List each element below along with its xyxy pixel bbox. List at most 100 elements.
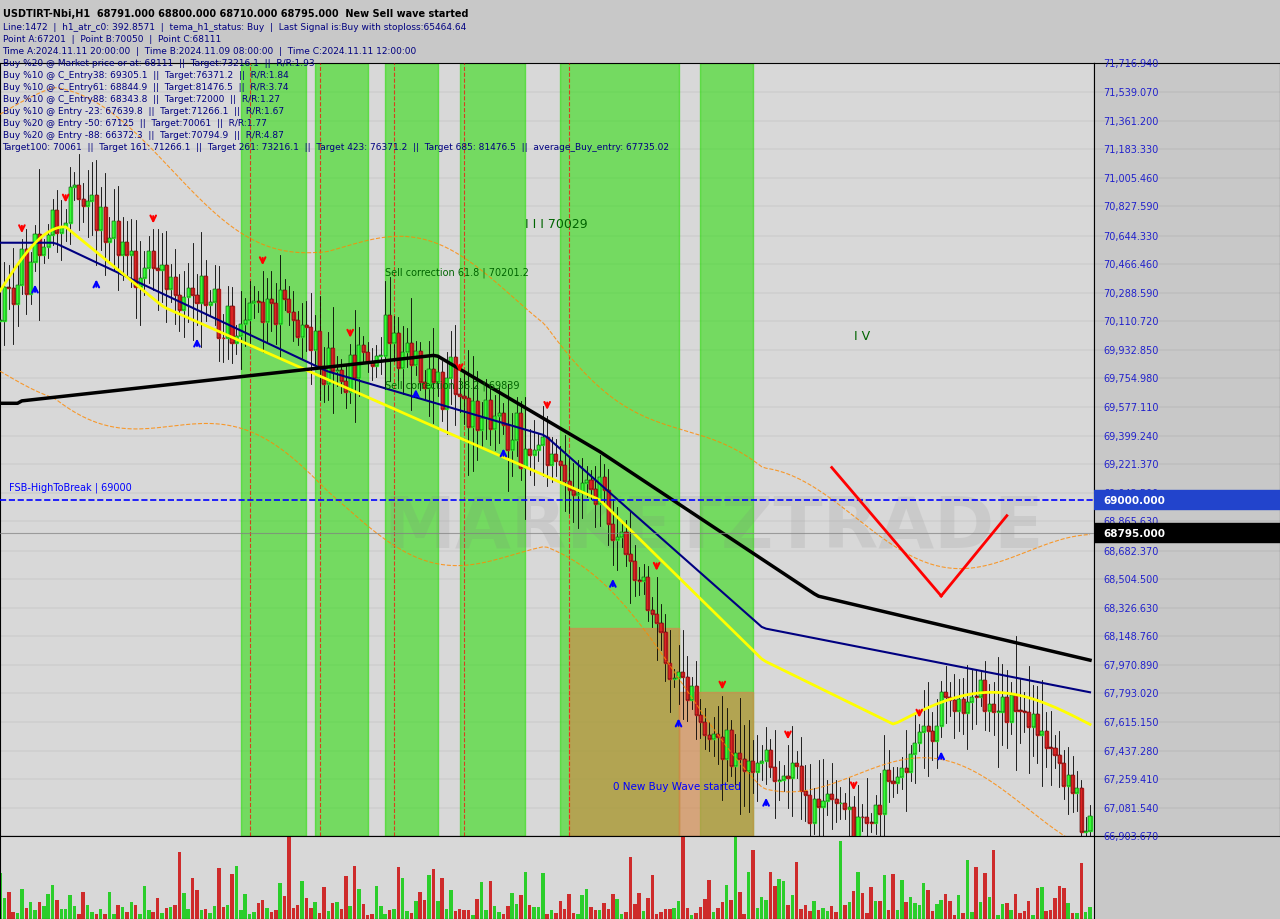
Bar [471, 914, 475, 919]
Bar [326, 911, 330, 919]
Bar [532, 907, 536, 919]
Bar [751, 761, 754, 772]
Text: Target100: 70061  ||  Target 161: 71266.1  ||  Target 261: 73216.1  ||  Target 4: Target100: 70061 || Target 161: 71266.1 … [3, 142, 669, 152]
Bar [323, 366, 325, 385]
Bar [138, 914, 142, 919]
Bar [51, 210, 54, 235]
Bar [650, 875, 654, 919]
Text: 68,865.630: 68,865.630 [1103, 516, 1158, 527]
Bar [1075, 789, 1079, 793]
Bar [695, 686, 698, 715]
Bar [1032, 914, 1034, 919]
Bar [317, 331, 321, 366]
Bar [116, 222, 120, 255]
Bar [700, 64, 753, 836]
Bar [314, 331, 316, 350]
Bar [1094, 523, 1280, 542]
Bar [12, 913, 15, 919]
Bar [804, 905, 808, 919]
Bar [138, 278, 142, 288]
Bar [844, 803, 846, 809]
Bar [340, 371, 343, 381]
Bar [8, 288, 10, 289]
Bar [122, 243, 124, 255]
Bar [536, 907, 540, 919]
Bar [393, 335, 396, 344]
Bar [572, 491, 575, 495]
Bar [187, 289, 189, 298]
Bar [462, 397, 466, 398]
Text: 70,644.330: 70,644.330 [1103, 232, 1158, 242]
Bar [165, 266, 168, 289]
Bar [436, 902, 439, 919]
Bar [1023, 711, 1025, 712]
Bar [243, 894, 247, 919]
Bar [541, 437, 544, 446]
Bar [603, 477, 605, 491]
Bar [594, 490, 596, 504]
Bar [160, 266, 164, 270]
Bar [664, 632, 667, 664]
Bar [637, 581, 641, 582]
Bar [760, 897, 763, 919]
Bar [1010, 695, 1012, 721]
Bar [86, 905, 90, 919]
Bar [831, 794, 833, 799]
Bar [822, 801, 824, 807]
Bar [681, 673, 685, 677]
Bar [712, 913, 716, 919]
Bar [353, 355, 356, 379]
Bar [678, 693, 753, 836]
Bar [677, 673, 680, 678]
Bar [979, 902, 982, 919]
Text: Buy %10 @ Entry -23: 67639.8  ||  Target:71266.1  ||  R/R:1.67: Buy %10 @ Entry -23: 67639.8 || Target:7… [3, 107, 284, 116]
Bar [1088, 816, 1092, 832]
Bar [620, 533, 623, 538]
Bar [791, 895, 794, 919]
Bar [1084, 913, 1088, 919]
Text: 70,110.720: 70,110.720 [1103, 317, 1160, 327]
Bar [310, 328, 312, 350]
Bar [393, 335, 396, 344]
Bar [878, 805, 882, 814]
Bar [86, 202, 90, 207]
Bar [712, 734, 716, 739]
Bar [147, 910, 151, 919]
Bar [113, 222, 115, 238]
Bar [248, 304, 251, 321]
Bar [891, 781, 895, 783]
Bar [515, 414, 518, 440]
Bar [353, 866, 356, 919]
Bar [948, 698, 951, 700]
Bar [856, 817, 860, 853]
Bar [33, 911, 37, 919]
Bar [436, 373, 439, 382]
Bar [156, 269, 159, 270]
Bar [970, 697, 973, 702]
Bar [572, 491, 575, 495]
Bar [401, 878, 404, 919]
Bar [178, 296, 180, 312]
Bar [1001, 697, 1004, 712]
Bar [243, 321, 247, 324]
Bar [174, 278, 177, 296]
Bar [498, 414, 500, 416]
Bar [64, 224, 67, 227]
Bar [15, 285, 19, 304]
Bar [227, 307, 229, 339]
Bar [717, 734, 719, 737]
Bar [86, 202, 90, 207]
Bar [724, 885, 728, 919]
Bar [428, 369, 430, 389]
Bar [261, 302, 264, 323]
Bar [940, 692, 942, 726]
Bar [896, 911, 899, 919]
Bar [498, 414, 500, 416]
Bar [1023, 911, 1027, 919]
Bar [948, 698, 951, 700]
Bar [375, 886, 378, 919]
Bar [1032, 714, 1034, 727]
Bar [795, 862, 799, 919]
Bar [511, 893, 515, 919]
Text: 67,970.890: 67,970.890 [1103, 660, 1160, 670]
